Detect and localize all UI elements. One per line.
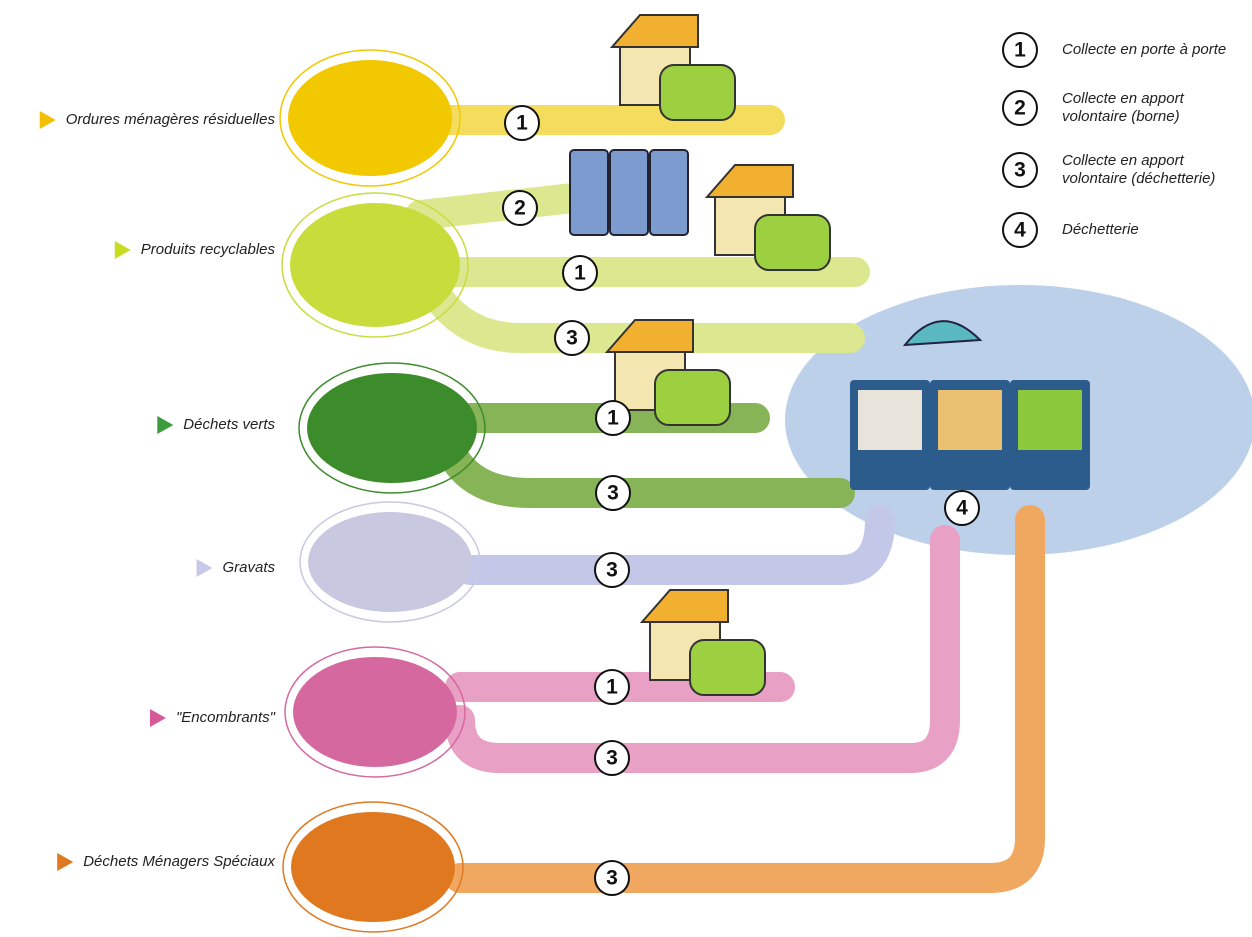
bin-borne [649, 149, 689, 236]
legend-text: volontaire (déchetterie) [1062, 170, 1215, 187]
category-ring [282, 801, 464, 933]
legend-badge-number: 2 [1014, 97, 1026, 120]
route-badge [562, 255, 598, 291]
roof [609, 14, 699, 48]
category-circle [288, 60, 452, 176]
category-arrow [196, 559, 213, 577]
legend-text: Déchetterie [1062, 221, 1139, 238]
route-badge-number: 1 [606, 676, 618, 699]
route-badge-number: 1 [516, 112, 528, 135]
category-arrow [157, 416, 174, 434]
route-badge-number: 3 [606, 747, 618, 770]
bin-borne [609, 149, 649, 236]
route-badge [595, 400, 631, 436]
route-badge-number: 2 [514, 197, 526, 220]
category-label: "Encombrants" [176, 709, 276, 726]
route-band [445, 505, 1045, 893]
bin-content [1018, 390, 1082, 450]
route-band [445, 525, 960, 773]
category-ring [299, 501, 481, 623]
legend-text: Collecte en apport [1062, 90, 1185, 107]
route-badge [594, 860, 630, 896]
route-badge [594, 740, 630, 776]
roof [604, 319, 694, 353]
category-label: Ordures ménagères résiduelles [66, 111, 276, 128]
bin-content [858, 390, 922, 450]
category-arrow [114, 241, 131, 259]
route-badge-number: 3 [606, 867, 618, 890]
truck [659, 64, 736, 121]
route-badge-number: 3 [607, 482, 619, 505]
legend-badge-number: 4 [1014, 219, 1026, 242]
route-band [455, 505, 895, 585]
bin-borne [569, 149, 609, 236]
car [902, 320, 983, 347]
route-badge-number: 1 [574, 262, 586, 285]
category-label: Déchets Ménagers Spéciaux [83, 853, 275, 870]
legend-badge-number: 1 [1014, 39, 1026, 62]
legend-text: Collecte en porte à porte [1062, 41, 1226, 58]
category-ring [284, 646, 466, 778]
legend-badge [1002, 32, 1038, 68]
legend-badge [1002, 90, 1038, 126]
category-circle [293, 657, 457, 767]
decheterie-badge-number: 4 [956, 497, 968, 520]
category-label: Produits recyclables [141, 241, 276, 258]
legend-text: Collecte en apport [1062, 152, 1185, 169]
truck [654, 369, 731, 426]
truck [689, 639, 766, 696]
category-circle [307, 373, 477, 483]
category-label: Gravats [222, 559, 275, 576]
category-circle [308, 512, 472, 612]
category-circle [291, 812, 455, 922]
legend-badge [1002, 152, 1038, 188]
route-badge [504, 105, 540, 141]
roof [704, 164, 794, 198]
category-ring [279, 49, 461, 187]
category-arrow [57, 853, 74, 871]
route-badge [594, 552, 630, 588]
category-ring [298, 362, 486, 494]
category-arrow [149, 709, 166, 727]
route-badge [594, 669, 630, 705]
category-ring [281, 192, 469, 338]
category-arrow [39, 111, 56, 129]
legend-badge [1002, 212, 1038, 248]
route-badge [554, 320, 590, 356]
route-band [435, 435, 855, 508]
legend-badge-number: 3 [1014, 159, 1026, 182]
route-badge-number: 1 [607, 407, 619, 430]
decheterie-badge [944, 490, 980, 526]
route-band [425, 285, 865, 353]
truck [754, 214, 831, 271]
roof [639, 589, 729, 623]
category-circle [290, 203, 460, 327]
category-label: Déchets verts [183, 416, 275, 433]
route-badge [502, 190, 538, 226]
route-badge-number: 3 [606, 559, 618, 582]
route-badge [595, 475, 631, 511]
route-badge-number: 3 [566, 327, 578, 350]
bin-content [938, 390, 1002, 450]
legend-text: volontaire (borne) [1062, 108, 1180, 125]
